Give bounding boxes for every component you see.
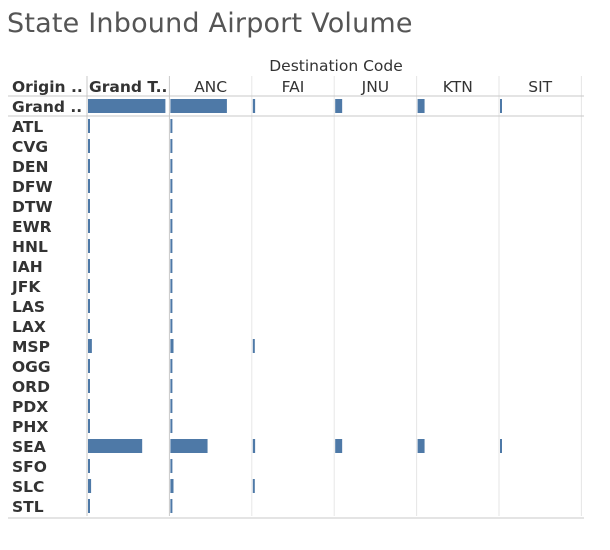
row-label[interactable]: CVG: [12, 138, 48, 156]
row-label[interactable]: IAH: [12, 258, 43, 276]
bar-cvg-anc[interactable]: [170, 139, 173, 153]
row-label[interactable]: DTW: [12, 198, 53, 216]
bar-pdx-anc[interactable]: [170, 399, 173, 413]
column-header-ktn[interactable]: KTN: [443, 78, 473, 96]
bar-atl-grandt[interactable]: [88, 119, 90, 133]
column-header-sit[interactable]: SIT: [528, 78, 552, 96]
bar-grand-jnu[interactable]: [335, 99, 343, 113]
bars: [88, 99, 502, 513]
bar-sea-grandt[interactable]: [88, 439, 143, 453]
column-header-jnu[interactable]: JNU: [361, 78, 390, 96]
bar-ogg-anc[interactable]: [170, 359, 173, 373]
bar-grand-sit[interactable]: [500, 99, 502, 113]
bar-cvg-grandt[interactable]: [88, 139, 90, 153]
bar-dfw-anc[interactable]: [170, 179, 173, 193]
row-label[interactable]: JFK: [11, 278, 41, 296]
row-header-label: Origin ..: [12, 78, 83, 96]
bar-grand-grandt[interactable]: [88, 99, 166, 113]
row-label[interactable]: PHX: [12, 418, 48, 436]
bar-lax-grandt[interactable]: [88, 319, 90, 333]
bar-iah-grandt[interactable]: [88, 259, 90, 273]
chart-title: State Inbound Airport Volume: [7, 8, 413, 39]
row-label[interactable]: SFO: [12, 458, 47, 476]
row-label[interactable]: SEA: [12, 438, 46, 456]
bar-msp-fai[interactable]: [252, 339, 255, 353]
bar-lax-anc[interactable]: [170, 319, 173, 333]
bar-sea-ktn[interactable]: [417, 439, 425, 453]
bar-den-anc[interactable]: [170, 159, 173, 173]
bar-stl-grandt[interactable]: [88, 499, 90, 513]
bar-phx-grandt[interactable]: [88, 419, 90, 433]
column-header-grand-t[interactable]: Grand T..: [89, 78, 167, 96]
column-header-fai[interactable]: FAI: [282, 78, 305, 96]
bar-msp-grandt[interactable]: [88, 339, 92, 353]
row-labels: Grand .. ATL CVG DEN DFW DTW EWR HNL IAH JFK LAS LA…: [11, 98, 82, 516]
bar-sfo-anc[interactable]: [170, 459, 173, 473]
bar-las-grandt[interactable]: [88, 299, 90, 313]
column-axis-title: Destination Code: [269, 57, 403, 75]
bar-slc-fai[interactable]: [252, 479, 255, 493]
bar-ewr-grandt[interactable]: [88, 219, 90, 233]
row-label[interactable]: ORD: [12, 378, 50, 396]
bar-slc-grandt[interactable]: [88, 479, 92, 493]
row-label[interactable]: ATL: [12, 118, 43, 136]
row-label[interactable]: PDX: [12, 398, 48, 416]
bar-sfo-grandt[interactable]: [88, 459, 90, 473]
bar-iah-anc[interactable]: [170, 259, 173, 273]
bar-msp-anc[interactable]: [170, 339, 174, 353]
bar-ord-grandt[interactable]: [88, 379, 90, 393]
bar-jfk-grandt[interactable]: [88, 279, 90, 293]
bar-dtw-grandt[interactable]: [88, 199, 90, 213]
bar-grand-fai[interactable]: [252, 99, 256, 113]
bar-las-anc[interactable]: [170, 299, 173, 313]
bar-hnl-grandt[interactable]: [88, 239, 90, 253]
bar-atl-anc[interactable]: [170, 119, 173, 133]
bar-ewr-anc[interactable]: [170, 219, 173, 233]
bar-ogg-grandt[interactable]: [88, 359, 90, 373]
bar-den-grandt[interactable]: [88, 159, 90, 173]
row-label[interactable]: Grand ..: [12, 98, 82, 116]
grid-lines: [8, 76, 584, 519]
bar-stl-anc[interactable]: [170, 499, 173, 513]
bar-grand-ktn[interactable]: [417, 99, 425, 113]
bar-jfk-anc[interactable]: [170, 279, 173, 293]
row-label[interactable]: STL: [12, 498, 44, 516]
row-label[interactable]: DFW: [12, 178, 53, 196]
bar-dtw-anc[interactable]: [170, 199, 173, 213]
column-headers: Origin .. Grand T.. ANC FAI JNU KTN SIT: [12, 78, 553, 96]
bar-dfw-grandt[interactable]: [88, 179, 90, 193]
row-label[interactable]: LAX: [12, 318, 46, 336]
bar-hnl-anc[interactable]: [170, 239, 173, 253]
bar-sea-fai[interactable]: [252, 439, 256, 453]
bar-sea-sit[interactable]: [500, 439, 502, 453]
bar-sea-jnu[interactable]: [335, 439, 343, 453]
row-label[interactable]: LAS: [12, 298, 45, 316]
row-label[interactable]: HNL: [12, 238, 48, 256]
bar-sea-anc[interactable]: [170, 439, 208, 453]
row-label[interactable]: DEN: [12, 158, 48, 176]
row-label[interactable]: MSP: [12, 338, 50, 356]
row-label[interactable]: EWR: [12, 218, 52, 236]
bar-pdx-grandt[interactable]: [88, 399, 90, 413]
bar-phx-anc[interactable]: [170, 419, 173, 433]
bar-ord-anc[interactable]: [170, 379, 173, 393]
bar-slc-anc[interactable]: [170, 479, 174, 493]
row-label[interactable]: SLC: [12, 478, 44, 496]
row-label[interactable]: OGG: [12, 358, 51, 376]
bar-grand-anc[interactable]: [170, 99, 227, 113]
column-header-anc[interactable]: ANC: [194, 78, 227, 96]
